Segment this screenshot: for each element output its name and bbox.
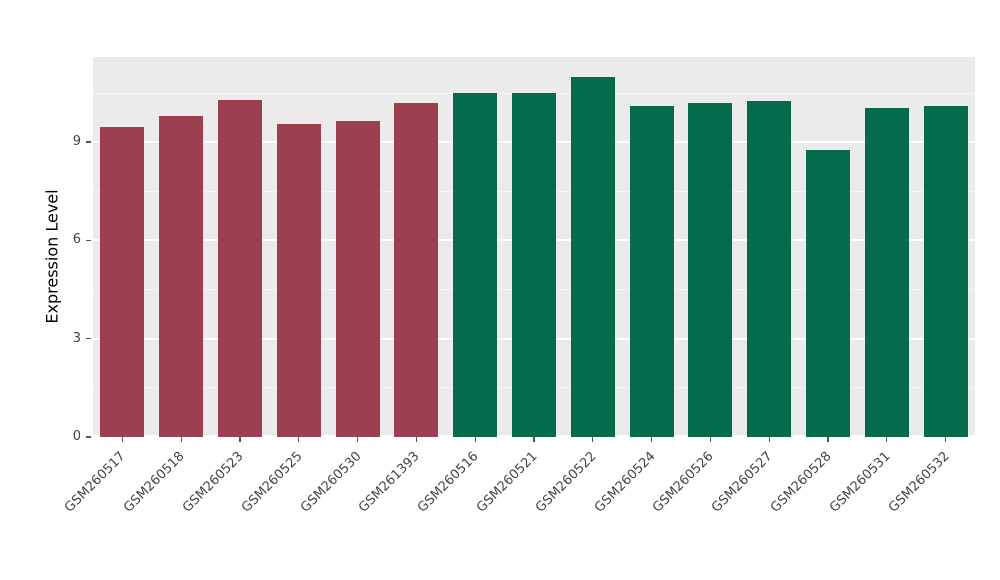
y-tick-mark bbox=[86, 239, 91, 242]
bar-GSM260521 bbox=[511, 93, 557, 437]
y-tick-mark bbox=[86, 436, 91, 438]
x-tick-mark bbox=[239, 437, 241, 442]
x-tick-mark bbox=[886, 437, 888, 442]
bar-GSM261393 bbox=[394, 102, 439, 437]
x-tick-mark bbox=[415, 437, 418, 442]
bar-GSM260518 bbox=[159, 115, 204, 437]
x-tick-mark bbox=[533, 437, 535, 442]
x-tick-mark bbox=[768, 437, 770, 442]
bar-GSM260528 bbox=[805, 150, 851, 437]
bar-GSM260532 bbox=[923, 106, 968, 437]
x-tick-mark bbox=[356, 437, 359, 442]
y-tick-label: 6 bbox=[72, 232, 81, 248]
x-tick-mark bbox=[121, 437, 124, 442]
bar-GSM260522 bbox=[570, 76, 615, 437]
bar-GSM260525 bbox=[276, 124, 321, 437]
bar-GSM260531 bbox=[864, 107, 909, 437]
y-tick-mark bbox=[86, 141, 91, 143]
x-tick-mark bbox=[944, 437, 947, 442]
bar-GSM260527 bbox=[747, 101, 792, 437]
y-axis-title: Expression Level bbox=[42, 189, 62, 324]
y-tick-label: 3 bbox=[72, 330, 81, 346]
x-tick-mark bbox=[298, 437, 300, 442]
x-tick-mark bbox=[592, 437, 594, 442]
x-tick-mark bbox=[827, 437, 829, 442]
x-tick-mark bbox=[474, 437, 476, 442]
x-tick-mark bbox=[180, 437, 182, 442]
bar-GSM260516 bbox=[453, 93, 498, 437]
x-tick-mark bbox=[709, 437, 712, 442]
bar-GSM260526 bbox=[688, 102, 733, 437]
y-tick-label: 0 bbox=[72, 429, 81, 444]
bar-GSM260523 bbox=[217, 99, 263, 437]
y-tick-mark bbox=[86, 338, 91, 340]
x-tick-mark bbox=[650, 437, 653, 442]
chart-panel bbox=[93, 57, 975, 437]
bar-GSM260530 bbox=[335, 120, 380, 437]
bar-GSM260517 bbox=[100, 127, 145, 437]
y-tick-label: 9 bbox=[72, 134, 81, 150]
bar-GSM260524 bbox=[629, 106, 674, 437]
